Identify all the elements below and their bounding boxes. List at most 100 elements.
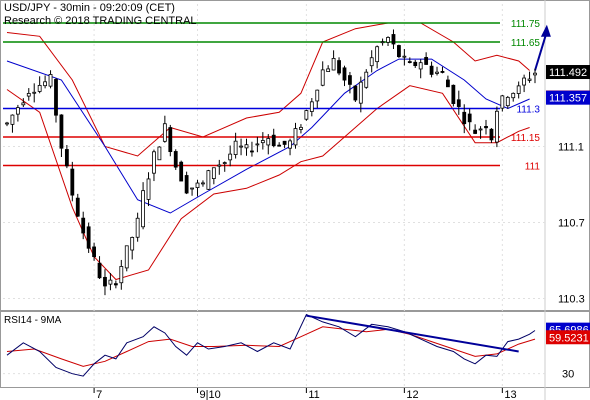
candle-body — [473, 129, 478, 134]
candle-body — [533, 72, 537, 76]
level-label: 111.65 — [511, 38, 541, 49]
candle-body — [320, 69, 325, 86]
candle-body — [386, 37, 390, 43]
candles-layer — [5, 29, 537, 296]
candle-body — [522, 77, 527, 86]
projection-arrow-line — [534, 34, 547, 71]
candle-body — [516, 85, 521, 94]
candle-body — [152, 151, 156, 174]
axis-layer: 111.1 110.7 110.3 30 7 9|10 11 12 13 — [93, 142, 585, 400]
candle-body — [440, 71, 445, 73]
candle-body — [64, 149, 69, 167]
chart-title: USD/JPY - 30min - 09:20:09 (CET) — [4, 2, 175, 14]
candle-body — [250, 150, 254, 153]
candle-body — [342, 67, 347, 81]
candle-body — [141, 190, 145, 228]
candle-body — [15, 107, 20, 115]
candle-body — [228, 153, 233, 161]
candle-body — [97, 262, 102, 279]
rsi-layer — [6, 313, 536, 377]
rsi-badge-label: 59.5231 — [549, 332, 589, 344]
candle-body — [288, 140, 292, 149]
candle-body — [86, 226, 91, 249]
candle-body — [494, 110, 499, 143]
levels-layer: 111.75 111.65 111.3 111.15 111 — [3, 19, 551, 173]
candle-body — [380, 41, 385, 44]
x-tick-label: 7 — [96, 389, 102, 400]
candle-body — [81, 217, 86, 234]
candle-body — [222, 162, 227, 164]
x-tick-label: 11 — [308, 389, 319, 400]
candle-body — [37, 84, 42, 92]
level-label: 111.15 — [511, 133, 541, 144]
candle-body — [103, 276, 107, 287]
candle-body — [59, 114, 64, 149]
moving-average-line — [6, 58, 530, 214]
candle-body — [326, 68, 331, 72]
candle-body — [130, 237, 135, 251]
candle-body — [511, 92, 516, 99]
candle-body — [375, 46, 380, 63]
x-tick-label: 13 — [504, 389, 516, 400]
candle-body — [233, 140, 238, 155]
rsi-line — [6, 313, 536, 377]
candle-body — [266, 138, 271, 146]
candle-body — [331, 57, 336, 71]
candle-body — [179, 161, 184, 182]
candle-body — [315, 89, 320, 102]
rsi-title: RSI14 - 9MA — [4, 315, 62, 326]
candle-body — [500, 95, 505, 109]
candle-body — [505, 96, 510, 107]
price-badge — [546, 90, 590, 105]
x-tick-label: 9|10 — [200, 389, 221, 400]
candle-body — [304, 110, 309, 120]
candle-body — [435, 71, 439, 74]
candle-body — [168, 127, 173, 153]
candle-body — [462, 111, 467, 125]
candle-body — [239, 145, 243, 148]
candle-body — [407, 61, 412, 63]
candle-body — [135, 217, 140, 238]
y-tick-label: 111.1 — [558, 142, 584, 154]
candle-body — [157, 146, 162, 161]
candle-body — [48, 74, 53, 87]
indicator-layer — [6, 22, 530, 281]
candle-body — [201, 182, 205, 185]
candle-body — [190, 187, 194, 190]
candle-body — [184, 175, 189, 194]
x-tick-label: 12 — [406, 389, 418, 400]
candle-body — [348, 75, 352, 85]
candle-body — [309, 101, 314, 112]
rsi-y-tick-label: 30 — [562, 369, 574, 381]
level-label: 111 — [525, 162, 541, 173]
candle-body — [162, 123, 167, 142]
candle-body — [10, 114, 15, 125]
candle-body — [54, 79, 58, 116]
candle-body — [43, 81, 48, 87]
level-label: 111.75 — [511, 19, 541, 30]
price-badge-label: 111.492 — [549, 67, 587, 79]
candle-body — [456, 99, 461, 107]
candle-body — [489, 128, 494, 141]
bollinger-lower-line — [6, 85, 530, 281]
candle-body — [391, 34, 396, 45]
candle-body — [260, 140, 265, 144]
candle-body — [173, 151, 178, 168]
candle-body — [70, 168, 75, 196]
candle-body — [206, 170, 211, 190]
chart-copyright: Research © 2018 TRADING CENTRAL — [4, 15, 197, 27]
candle-body — [92, 246, 96, 258]
candle-body — [271, 134, 276, 147]
candle-body — [244, 144, 249, 149]
rsi-ma-line — [6, 326, 536, 367]
candle-body — [195, 182, 200, 188]
candle-body — [293, 128, 298, 146]
candle-body — [26, 92, 31, 97]
rsi-trendline — [306, 314, 519, 353]
candle-body — [255, 143, 260, 146]
level-label: 111.3 — [516, 105, 540, 116]
